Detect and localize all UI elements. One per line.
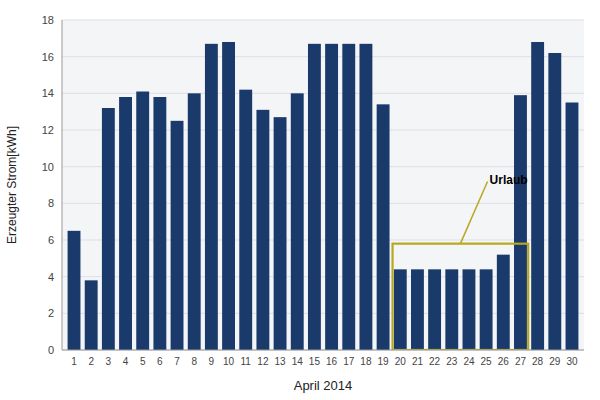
y-tick-label: 18 bbox=[42, 14, 54, 26]
bar bbox=[342, 44, 355, 350]
y-tick-label: 2 bbox=[48, 307, 54, 319]
x-tick-label: 21 bbox=[412, 356, 424, 367]
x-tick-label: 30 bbox=[566, 356, 578, 367]
bar bbox=[205, 44, 218, 350]
y-tick-label: 10 bbox=[42, 161, 54, 173]
bar bbox=[153, 97, 166, 350]
annotation-line bbox=[460, 182, 487, 244]
x-tick-label: 26 bbox=[498, 356, 510, 367]
x-tick-label: 28 bbox=[532, 356, 544, 367]
bar bbox=[480, 269, 493, 350]
x-tick-label: 23 bbox=[446, 356, 458, 367]
y-tick-label: 4 bbox=[48, 271, 54, 283]
y-tick-label: 16 bbox=[42, 51, 54, 63]
x-tick-label: 27 bbox=[515, 356, 527, 367]
x-tick-label: 17 bbox=[343, 356, 355, 367]
x-tick-label: 11 bbox=[241, 356, 252, 367]
chart: 024681012141618Urlaub1234567891011121314… bbox=[0, 0, 600, 400]
x-tick-label: 3 bbox=[106, 356, 112, 367]
x-tick-label: 9 bbox=[209, 356, 215, 367]
y-tick-label: 8 bbox=[48, 197, 54, 209]
x-tick-label: 24 bbox=[463, 356, 475, 367]
grid-line bbox=[62, 20, 584, 21]
x-tick-label: 6 bbox=[157, 356, 163, 367]
bar bbox=[256, 110, 269, 350]
y-axis-label: Erzeugter Strom[kWh] bbox=[5, 126, 19, 244]
y-axis-line bbox=[62, 20, 63, 350]
x-tick-label: 2 bbox=[88, 356, 94, 367]
bar bbox=[531, 42, 544, 350]
y-tick-label: 6 bbox=[48, 234, 54, 246]
y-tick-label: 12 bbox=[42, 124, 54, 136]
y-tick-label: 0 bbox=[48, 344, 54, 356]
x-tick-label: 29 bbox=[549, 356, 561, 367]
x-tick-label: 16 bbox=[326, 356, 338, 367]
bar bbox=[514, 95, 527, 350]
bar bbox=[325, 44, 338, 350]
bar bbox=[85, 280, 98, 350]
annotation-text: Urlaub bbox=[490, 173, 528, 187]
bar bbox=[68, 231, 81, 350]
x-tick-label: 4 bbox=[123, 356, 129, 367]
annotation-texts: Urlaub bbox=[490, 173, 528, 187]
bar bbox=[222, 42, 235, 350]
x-tick-label: 7 bbox=[174, 356, 180, 367]
bar bbox=[377, 104, 390, 350]
bar bbox=[463, 269, 476, 350]
bar bbox=[548, 53, 561, 350]
x-tick-label: 25 bbox=[481, 356, 493, 367]
bar bbox=[445, 269, 458, 350]
x-tick-label: 10 bbox=[223, 356, 235, 367]
bar bbox=[566, 103, 579, 351]
grid-line bbox=[62, 350, 584, 351]
bar bbox=[188, 93, 201, 350]
bar bbox=[274, 117, 287, 350]
x-tick-label: 14 bbox=[292, 356, 304, 367]
bar bbox=[239, 90, 252, 350]
bar bbox=[394, 269, 407, 350]
annotation-marks bbox=[393, 182, 529, 351]
x-tick-label: 22 bbox=[429, 356, 441, 367]
grid-line bbox=[62, 56, 584, 57]
bar bbox=[291, 93, 304, 350]
bars bbox=[68, 42, 579, 350]
bar bbox=[428, 269, 441, 350]
x-tick-label: 15 bbox=[309, 356, 321, 367]
x-tick-label: 1 bbox=[71, 356, 77, 367]
x-tick-label: 5 bbox=[140, 356, 146, 367]
x-tick-label: 13 bbox=[275, 356, 287, 367]
bar bbox=[102, 108, 115, 350]
bar bbox=[411, 269, 424, 350]
bar bbox=[119, 97, 132, 350]
x-tick-label: 19 bbox=[378, 356, 390, 367]
x-axis-line bbox=[62, 350, 584, 351]
x-tick-label: 12 bbox=[257, 356, 269, 367]
bar bbox=[171, 121, 184, 350]
grid bbox=[62, 20, 584, 350]
bar bbox=[359, 44, 372, 350]
x-tick-label: 18 bbox=[360, 356, 372, 367]
x-tick-label: 20 bbox=[395, 356, 407, 367]
bar bbox=[308, 44, 321, 350]
plot-background bbox=[62, 20, 584, 350]
bar bbox=[136, 92, 149, 351]
y-axis: 0 2 4 6 8 10 12 14 16 18 bbox=[42, 14, 54, 356]
x-tick-label: 8 bbox=[191, 356, 197, 367]
x-axis-label: April 2014 bbox=[294, 378, 353, 393]
x-axis: 1234567891011121314151617181920212223242… bbox=[71, 356, 578, 367]
bar bbox=[497, 255, 510, 350]
highlight-box bbox=[393, 244, 529, 350]
y-tick-label: 14 bbox=[42, 87, 54, 99]
